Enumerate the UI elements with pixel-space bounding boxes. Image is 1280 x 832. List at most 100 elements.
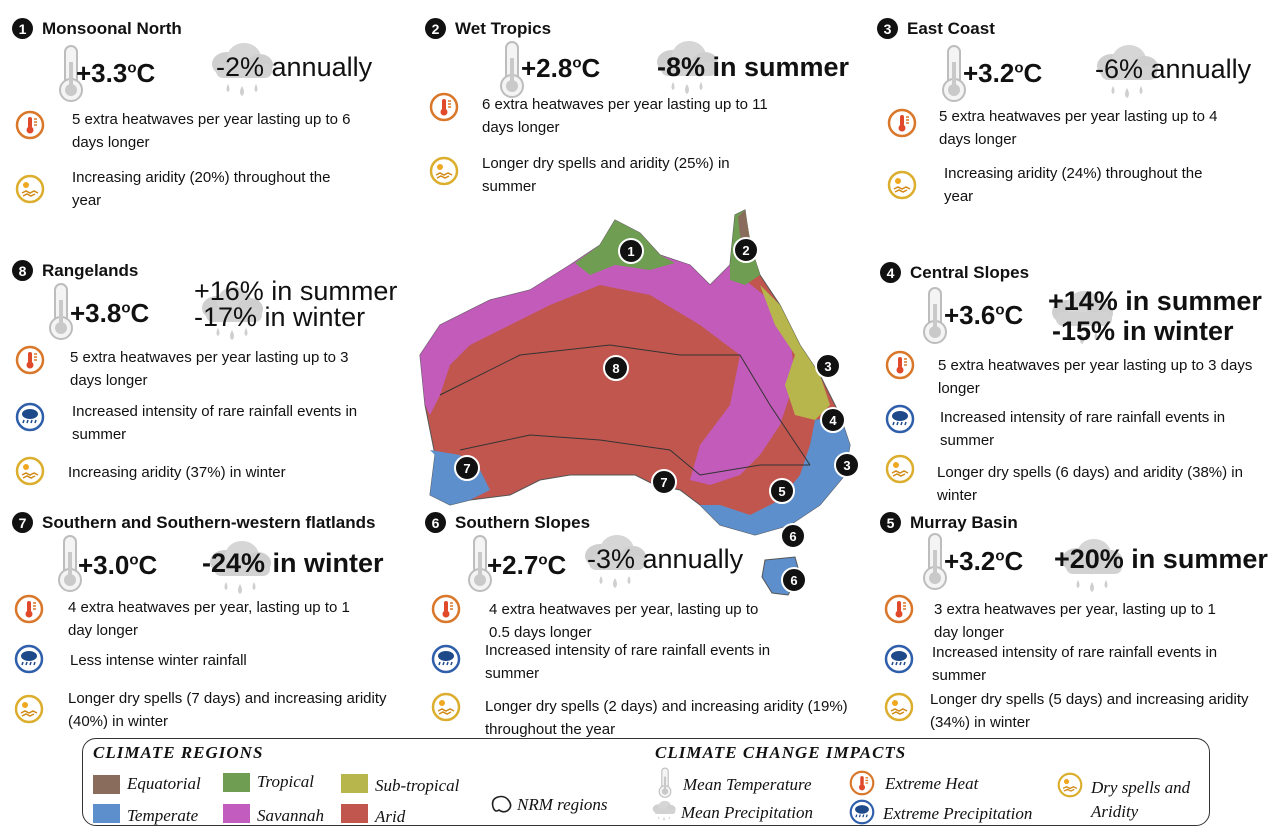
extreme-precipitation-icon: [14, 644, 44, 674]
impact-text: Increasing aridity (20%) throughout the …: [72, 169, 331, 209]
precipitation-change: -8% in summer: [657, 52, 850, 82]
region-name: Rangelands: [42, 260, 139, 280]
precipitation-change: -2% annually: [216, 52, 373, 82]
impact-text: 4 extra heatwaves per year, lasting up t…: [68, 599, 350, 639]
extreme-heat-icon: [429, 92, 459, 122]
impact-text: Longer dry spells (2 days) and increasin…: [485, 698, 848, 738]
precipitation-change: +14% in summer: [1048, 286, 1262, 316]
legend-label-extreme-heat: Extreme Heat: [885, 774, 979, 793]
region-header: 8 Rangelands: [12, 260, 138, 281]
region-number-badge: 3: [877, 18, 898, 39]
precipitation-change: -3% annually: [587, 544, 744, 574]
impact-text: Longer dry spells and aridity (25%) in s…: [482, 155, 730, 195]
impact-text: Longer dry spells (6 days) and aridity (…: [937, 464, 1243, 504]
australia-climate-map: 1 2 3 4 3 5 6 6 7 7 8: [400, 205, 900, 605]
nrm-boundary: [699, 464, 810, 476]
region-header: 5 Murray Basin: [880, 512, 1018, 533]
impact-text: Increasing aridity (24%) throughout the …: [944, 165, 1203, 205]
map-zone-temperate: [700, 415, 850, 535]
impact-text: Less intense winter rainfall: [70, 652, 247, 669]
map-region-marker: 3: [815, 353, 841, 379]
map-region-marker: 5: [769, 478, 795, 504]
region-header: 2 Wet Tropics: [425, 18, 551, 39]
region-header: 1 Monsoonal North: [12, 18, 182, 39]
swatch-arid: [341, 804, 368, 823]
region-number-badge: 4: [880, 262, 901, 283]
dry-spells-icon: [431, 692, 461, 722]
map-region-marker: 3: [834, 452, 860, 478]
region-header: 4 Central Slopes: [880, 262, 1029, 283]
temperature-change: +3.0oC: [78, 550, 158, 580]
region-number-badge: 8: [12, 260, 33, 281]
temperature-change: +3.8oC: [70, 298, 150, 328]
precipitation-change: -6% annually: [1095, 54, 1252, 84]
region-header: 6 Southern Slopes: [425, 512, 590, 533]
legend-label-temperate: Temperate: [127, 806, 199, 825]
legend-climate-change-impacts-title: CLIMATE CHANGE IMPACTS: [655, 743, 907, 762]
map-zone-savannah: [420, 220, 795, 485]
swatch-tropical: [223, 773, 250, 792]
map-region-marker: 7: [454, 455, 480, 481]
region-name: East Coast: [907, 18, 995, 38]
map-region-marker: 7: [651, 469, 677, 495]
impact-text: 5 extra heatwaves per year lasting up to…: [938, 357, 1253, 397]
map-region-marker: 8: [603, 355, 629, 381]
impact-text: Increased intensity of rare rainfall eve…: [485, 642, 771, 682]
legend-label-nrm-regions: NRM regions: [517, 795, 608, 814]
precipitation-change: +16% in summer: [194, 276, 398, 306]
legend-label-savannah: Savannah: [257, 806, 325, 825]
region-name: Monsoonal North: [42, 18, 182, 38]
mean-precipitation-legend-icon: [652, 800, 676, 821]
extreme-heat-icon: [15, 345, 45, 375]
map-region-marker: 6: [781, 567, 807, 593]
impact-text: Increased intensity of rare rainfall eve…: [72, 403, 358, 443]
dry-spells-legend-icon: [1057, 772, 1083, 798]
mean-temperature-legend-icon: [658, 767, 672, 798]
legend-label-mean-precipitation: Mean Precipitation: [681, 803, 814, 822]
impact-text: Longer dry spells (5 days) and increasin…: [930, 691, 1249, 731]
region-panel-southern-slopes: 6 Southern Slopes +2.7oC -3% annually 4 …: [425, 512, 865, 738]
region-number-badge: 1: [12, 18, 33, 39]
legend-label-tropical: Tropical: [257, 772, 314, 791]
impact-text: 6 extra heatwaves per year lasting up to…: [482, 96, 768, 136]
swatch-equatorial: [93, 775, 120, 794]
swatch-temperate: [93, 804, 120, 823]
extreme-precipitation-icon: [431, 644, 461, 674]
temperature-change: +3.6oC: [944, 300, 1024, 330]
region-header: 7 Southern and Southern-western flatland…: [12, 512, 375, 533]
impact-text: Longer dry spells (7 days) and increasin…: [68, 690, 387, 730]
legend-label-extreme-precipitation: Extreme Precipitation: [883, 804, 1033, 823]
temperature-change: +2.7oC: [487, 550, 567, 580]
region-panel-rangelands: 8 Rangelands +3.8oC +16% in summer -17% …: [12, 260, 412, 495]
region-number-badge: 2: [425, 18, 446, 39]
temperature-change: +3.2oC: [944, 546, 1024, 576]
dry-spells-icon: [14, 694, 44, 724]
impact-text: 5 extra heatwaves per year lasting up to…: [939, 108, 1218, 148]
region-panel-murray-basin: 5 Murray Basin +3.2oC +20% in summer 3 e…: [880, 512, 1278, 737]
dry-spells-icon: [887, 170, 917, 200]
region-panel-southern-flatlands: 7 Southern and Southern-western flatland…: [12, 512, 422, 737]
impact-text: Increased intensity of rare rainfall eve…: [940, 409, 1226, 449]
map-zone-subtropical: [760, 285, 830, 420]
precipitation-change: -24% in winter: [202, 548, 384, 578]
region-number-badge: 5: [880, 512, 901, 533]
region-name: Murray Basin: [910, 512, 1018, 532]
temperature-change: +2.8oC: [521, 53, 601, 83]
impact-text: Increased intensity of rare rainfall eve…: [932, 644, 1218, 684]
impact-text: 5 extra heatwaves per year lasting up to…: [72, 111, 351, 151]
region-name: Central Slopes: [910, 262, 1030, 282]
impact-text: Increasing aridity (37%) in winter: [68, 464, 286, 481]
map-region-marker: 2: [733, 237, 759, 263]
dry-spells-icon: [429, 156, 459, 186]
impact-text: 4 extra heatwaves per year, lasting up t…: [489, 601, 759, 641]
region-panel-central-slopes: 4 Central Slopes +3.6oC +14% in summer -…: [880, 262, 1280, 507]
region-panel-wet-tropics: 2 Wet Tropics +2.8oC -8% in summer 6 ext…: [425, 18, 865, 208]
nrm-regions-icon: [491, 795, 512, 813]
map-region-marker: 4: [820, 407, 846, 433]
precipitation-change-winter: -17% in winter: [194, 302, 366, 332]
region-name: Southern and Southern-western flatlands: [42, 512, 376, 532]
region-header: 3 East Coast: [877, 18, 995, 39]
region-panel-east-coast: 3 East Coast +3.2oC -6% annually 5 extra…: [877, 18, 1277, 218]
region-panel-monsoonal-north: 1 Monsoonal North +3.3oC -2% annually 5 …: [12, 18, 402, 218]
swatch-subtropical: [341, 774, 368, 793]
